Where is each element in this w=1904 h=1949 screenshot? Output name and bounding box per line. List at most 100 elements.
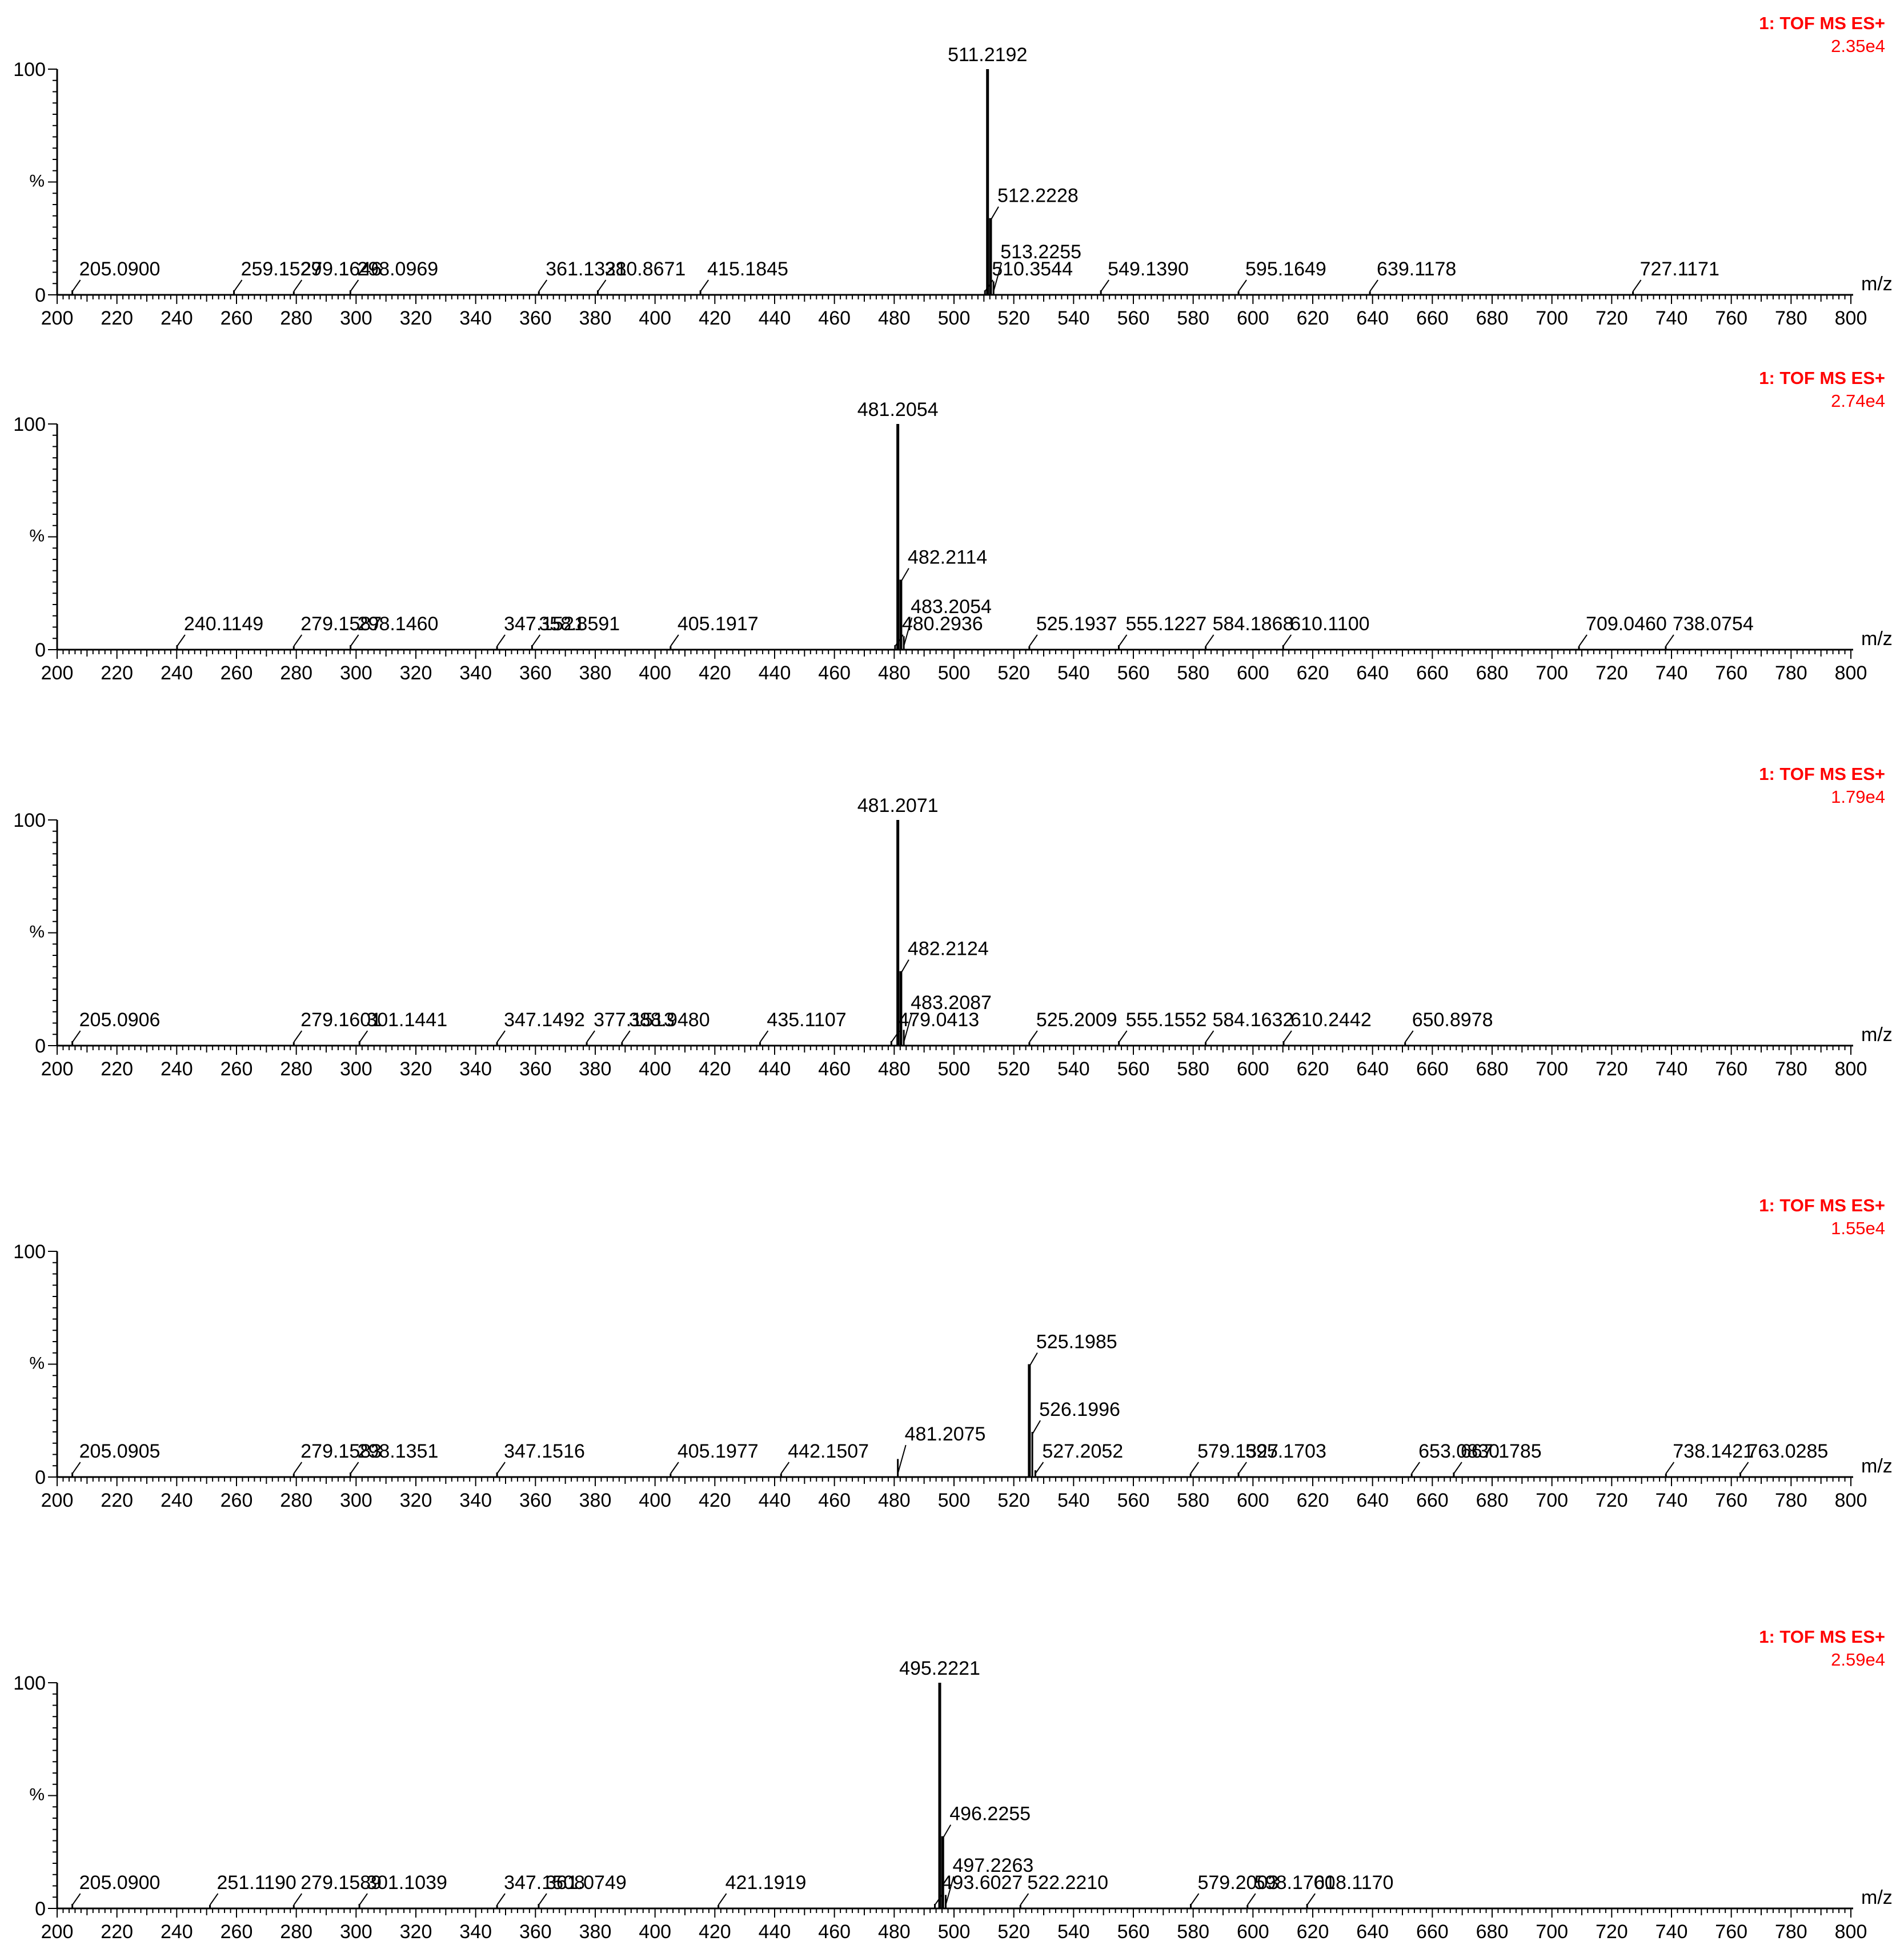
peak-leader <box>71 1462 81 1474</box>
peak-label: 279.1601 <box>300 1009 382 1031</box>
peak-label: 763.0285 <box>1747 1440 1829 1462</box>
peak-label: 358.8591 <box>539 613 620 635</box>
spectrum-5-x-tick-label: 400 <box>639 1921 671 1943</box>
spectrum-3-x-tick-label: 640 <box>1356 1058 1389 1080</box>
spectrum-5-x-tick-label: 560 <box>1117 1921 1150 1943</box>
peak-label: 595.1703 <box>1245 1440 1326 1462</box>
spectrum-1-x-tick-label: 580 <box>1177 307 1209 329</box>
spectrum-5-x-tick-label: 200 <box>41 1921 74 1943</box>
spectrum-1-x-tick-label: 680 <box>1476 307 1509 329</box>
peak-label: 639.1178 <box>1377 258 1456 280</box>
peak-leader <box>1205 1030 1214 1043</box>
spectrum-1-x-tick-label: 720 <box>1596 307 1628 329</box>
spectrum-3-x-tick-label: 320 <box>400 1058 432 1080</box>
spectrum-4-y-tick-label: 100 <box>13 1241 46 1263</box>
peak-label: 483.2054 <box>911 596 992 618</box>
spectrum-4-x-tick-label: 600 <box>1237 1490 1269 1511</box>
spectrum-3-x-tick-label: 440 <box>759 1058 791 1080</box>
spectrum-2-x-tick-label: 520 <box>997 662 1030 684</box>
peak-label: 510.3544 <box>992 258 1073 280</box>
spectrum-2-x-unit: m/z <box>1861 628 1893 650</box>
spectrum-2-x-tick-label: 360 <box>519 662 552 684</box>
spectrum-4-x-tick-label: 560 <box>1117 1490 1150 1511</box>
spectrum-3-intensity: 1.79e4 <box>1831 787 1885 807</box>
peak-leader <box>670 1462 679 1474</box>
peak-leader <box>71 1030 81 1043</box>
peak-label: 555.1227 <box>1125 613 1206 635</box>
spectrum-4-x-tick-label: 260 <box>221 1490 253 1511</box>
peak-label: 361.0749 <box>546 1872 627 1894</box>
peak-label: 377.1513 <box>594 1009 675 1031</box>
spectrum-2-x-tick-label: 740 <box>1656 662 1688 684</box>
peak-label: 522.2210 <box>1027 1872 1108 1894</box>
peak-label: 738.1421 <box>1673 1440 1754 1462</box>
peak-label: 279.1583 <box>300 1440 382 1462</box>
peak-label: 709.0460 <box>1586 613 1667 635</box>
peak-label: 388.9480 <box>629 1009 710 1031</box>
spectrum-1-x-tick-label: 520 <box>997 307 1030 329</box>
spectrum-4-x-tick-label: 640 <box>1356 1490 1389 1511</box>
spectrum-2-x-tick-label: 200 <box>41 662 74 684</box>
spectrum-5-x-tick-label: 340 <box>459 1921 492 1943</box>
peak-label: 483.2087 <box>911 992 992 1014</box>
peak-label: 511.2192 <box>948 44 1027 66</box>
peak-label: 496.2255 <box>949 1803 1031 1825</box>
spectrum-5-x-tick-label: 380 <box>579 1921 612 1943</box>
spectrum-1-x-tick-label: 280 <box>280 307 312 329</box>
spectrum-5-intensity: 2.59e4 <box>1831 1650 1885 1670</box>
peak-leader <box>1029 1030 1038 1043</box>
peak-label: 479.0413 <box>898 1009 979 1031</box>
spectrum-3-x-tick-label: 560 <box>1117 1058 1150 1080</box>
peak-label: 526.1996 <box>1039 1399 1120 1420</box>
peak-label: 380.8671 <box>605 258 686 280</box>
peak-label: 598.1700 <box>1254 1872 1336 1894</box>
peak-leader <box>538 1893 547 1906</box>
spectrum-4-x-tick-label: 580 <box>1177 1490 1209 1511</box>
spectrum-3-x-tick-label: 620 <box>1297 1058 1329 1080</box>
peak-leader <box>496 1030 506 1043</box>
peak-label: 667.1785 <box>1461 1440 1542 1462</box>
peak-label: 584.1632 <box>1212 1009 1293 1031</box>
spectrum-4-x-tick-label: 660 <box>1416 1490 1449 1511</box>
spectrum-1-x-tick-label: 780 <box>1775 307 1807 329</box>
spectrum-3-x-tick-label: 460 <box>818 1058 851 1080</box>
spectrum-1-x-tick-label: 660 <box>1416 307 1449 329</box>
peak-leader <box>1246 1893 1256 1906</box>
peak-leader <box>780 1462 790 1474</box>
spectrum-1-x-unit: m/z <box>1861 273 1893 295</box>
spectrum-4-x-tick-label: 400 <box>639 1490 671 1511</box>
peak-leader <box>350 279 359 292</box>
peak-leader <box>496 634 506 647</box>
peak-leader <box>1283 1030 1292 1043</box>
spectrum-5-x-tick-label: 480 <box>878 1921 911 1943</box>
spectrum-1-x-tick-label: 240 <box>161 307 193 329</box>
spectrum-3-x-tick-label: 580 <box>1177 1058 1209 1080</box>
spectrum-1-x-tick-label: 200 <box>41 307 74 329</box>
spectrum-3-x-tick-label: 420 <box>699 1058 731 1080</box>
peak-label: 555.1552 <box>1126 1009 1207 1031</box>
peak-label: 301.1441 <box>366 1009 447 1031</box>
spectrum-1-header: 1: TOF MS ES+ <box>1759 13 1885 33</box>
spectrum-1-x-tick-label: 640 <box>1356 307 1389 329</box>
peak-label: 205.0900 <box>79 1872 161 1894</box>
spectrum-3-y-tick-label: 0 <box>35 1035 46 1057</box>
peak-leader <box>903 1013 913 1043</box>
spectrum-5-x-tick-label: 260 <box>221 1921 253 1943</box>
peak-label: 298.0969 <box>357 258 438 280</box>
peak-label: 481.2054 <box>857 399 939 421</box>
spectrum-3-y-tick-label: 100 <box>13 810 46 831</box>
spectrum-3-x-tick-label: 500 <box>938 1058 971 1080</box>
peak-leader <box>622 1030 631 1043</box>
spectrum-4-x-tick-label: 460 <box>818 1490 851 1511</box>
spectrum-2-x-tick-label: 580 <box>1177 662 1209 684</box>
spectrum-3-x-tick-label: 240 <box>161 1058 193 1080</box>
spectrum-1-x-tick-label: 300 <box>340 307 372 329</box>
spectrum-2-x-tick-label: 600 <box>1237 662 1269 684</box>
peak-leader <box>1739 1462 1749 1474</box>
spectrum-3-x-tick-label: 400 <box>639 1058 671 1080</box>
spectrum-1-x-tick-label: 260 <box>221 307 253 329</box>
spectrum-4-x-tick-label: 700 <box>1536 1490 1568 1511</box>
peak-leader <box>1404 1030 1414 1043</box>
spectrum-4-y-label: % <box>29 1354 45 1373</box>
peak-leader <box>71 279 81 292</box>
